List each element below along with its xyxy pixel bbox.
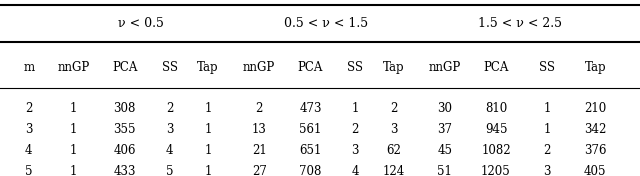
Text: Tap: Tap bbox=[197, 61, 219, 74]
Text: 1: 1 bbox=[543, 123, 551, 136]
Text: 1: 1 bbox=[204, 102, 212, 115]
Text: 30: 30 bbox=[437, 102, 452, 115]
Text: 4: 4 bbox=[166, 144, 173, 157]
Text: 1: 1 bbox=[204, 165, 212, 176]
Text: 1: 1 bbox=[70, 165, 77, 176]
Text: 2: 2 bbox=[351, 123, 359, 136]
Text: 945: 945 bbox=[484, 123, 508, 136]
Text: 406: 406 bbox=[113, 144, 136, 157]
Text: 405: 405 bbox=[584, 165, 607, 176]
Text: 1: 1 bbox=[543, 102, 551, 115]
Text: 2: 2 bbox=[390, 102, 397, 115]
Text: 5: 5 bbox=[25, 165, 33, 176]
Text: 5: 5 bbox=[166, 165, 173, 176]
Text: 355: 355 bbox=[113, 123, 136, 136]
Text: nnGP: nnGP bbox=[429, 61, 461, 74]
Text: 13: 13 bbox=[252, 123, 267, 136]
Text: 1.5 < ν < 2.5: 1.5 < ν < 2.5 bbox=[478, 17, 562, 30]
Text: 433: 433 bbox=[113, 165, 136, 176]
Text: 473: 473 bbox=[299, 102, 322, 115]
Text: Tap: Tap bbox=[383, 61, 404, 74]
Text: PCA: PCA bbox=[483, 61, 509, 74]
Text: 1: 1 bbox=[204, 123, 212, 136]
Text: 708: 708 bbox=[300, 165, 321, 176]
Text: 21: 21 bbox=[252, 144, 267, 157]
Text: 2: 2 bbox=[255, 102, 263, 115]
Text: 342: 342 bbox=[584, 123, 606, 136]
Text: 1: 1 bbox=[204, 144, 212, 157]
Text: nnGP: nnGP bbox=[243, 61, 275, 74]
Text: m: m bbox=[23, 61, 35, 74]
Text: 1082: 1082 bbox=[481, 144, 511, 157]
Text: 2: 2 bbox=[543, 144, 551, 157]
Text: 0.5 < ν < 1.5: 0.5 < ν < 1.5 bbox=[284, 17, 369, 30]
Text: 2: 2 bbox=[166, 102, 173, 115]
Text: 124: 124 bbox=[383, 165, 404, 176]
Text: 27: 27 bbox=[252, 165, 267, 176]
Text: 3: 3 bbox=[390, 123, 397, 136]
Text: 3: 3 bbox=[166, 123, 173, 136]
Text: 1: 1 bbox=[351, 102, 359, 115]
Text: 51: 51 bbox=[437, 165, 452, 176]
Text: 308: 308 bbox=[114, 102, 136, 115]
Text: 561: 561 bbox=[300, 123, 321, 136]
Text: 1: 1 bbox=[70, 144, 77, 157]
Text: 2: 2 bbox=[25, 102, 33, 115]
Text: 62: 62 bbox=[386, 144, 401, 157]
Text: 1: 1 bbox=[70, 102, 77, 115]
Text: 45: 45 bbox=[437, 144, 452, 157]
Text: PCA: PCA bbox=[112, 61, 138, 74]
Text: 4: 4 bbox=[351, 165, 359, 176]
Text: 4: 4 bbox=[25, 144, 33, 157]
Text: 376: 376 bbox=[584, 144, 607, 157]
Text: 651: 651 bbox=[300, 144, 321, 157]
Text: 1205: 1205 bbox=[481, 165, 511, 176]
Text: 1: 1 bbox=[70, 123, 77, 136]
Text: 3: 3 bbox=[25, 123, 33, 136]
Text: PCA: PCA bbox=[298, 61, 323, 74]
Text: 3: 3 bbox=[351, 144, 359, 157]
Text: SS: SS bbox=[162, 61, 178, 74]
Text: 3: 3 bbox=[543, 165, 551, 176]
Text: 810: 810 bbox=[485, 102, 507, 115]
Text: 210: 210 bbox=[584, 102, 606, 115]
Text: SS: SS bbox=[348, 61, 364, 74]
Text: SS: SS bbox=[540, 61, 556, 74]
Text: 37: 37 bbox=[437, 123, 452, 136]
Text: ν < 0.5: ν < 0.5 bbox=[118, 17, 164, 30]
Text: Tap: Tap bbox=[584, 61, 606, 74]
Text: nnGP: nnGP bbox=[58, 61, 90, 74]
